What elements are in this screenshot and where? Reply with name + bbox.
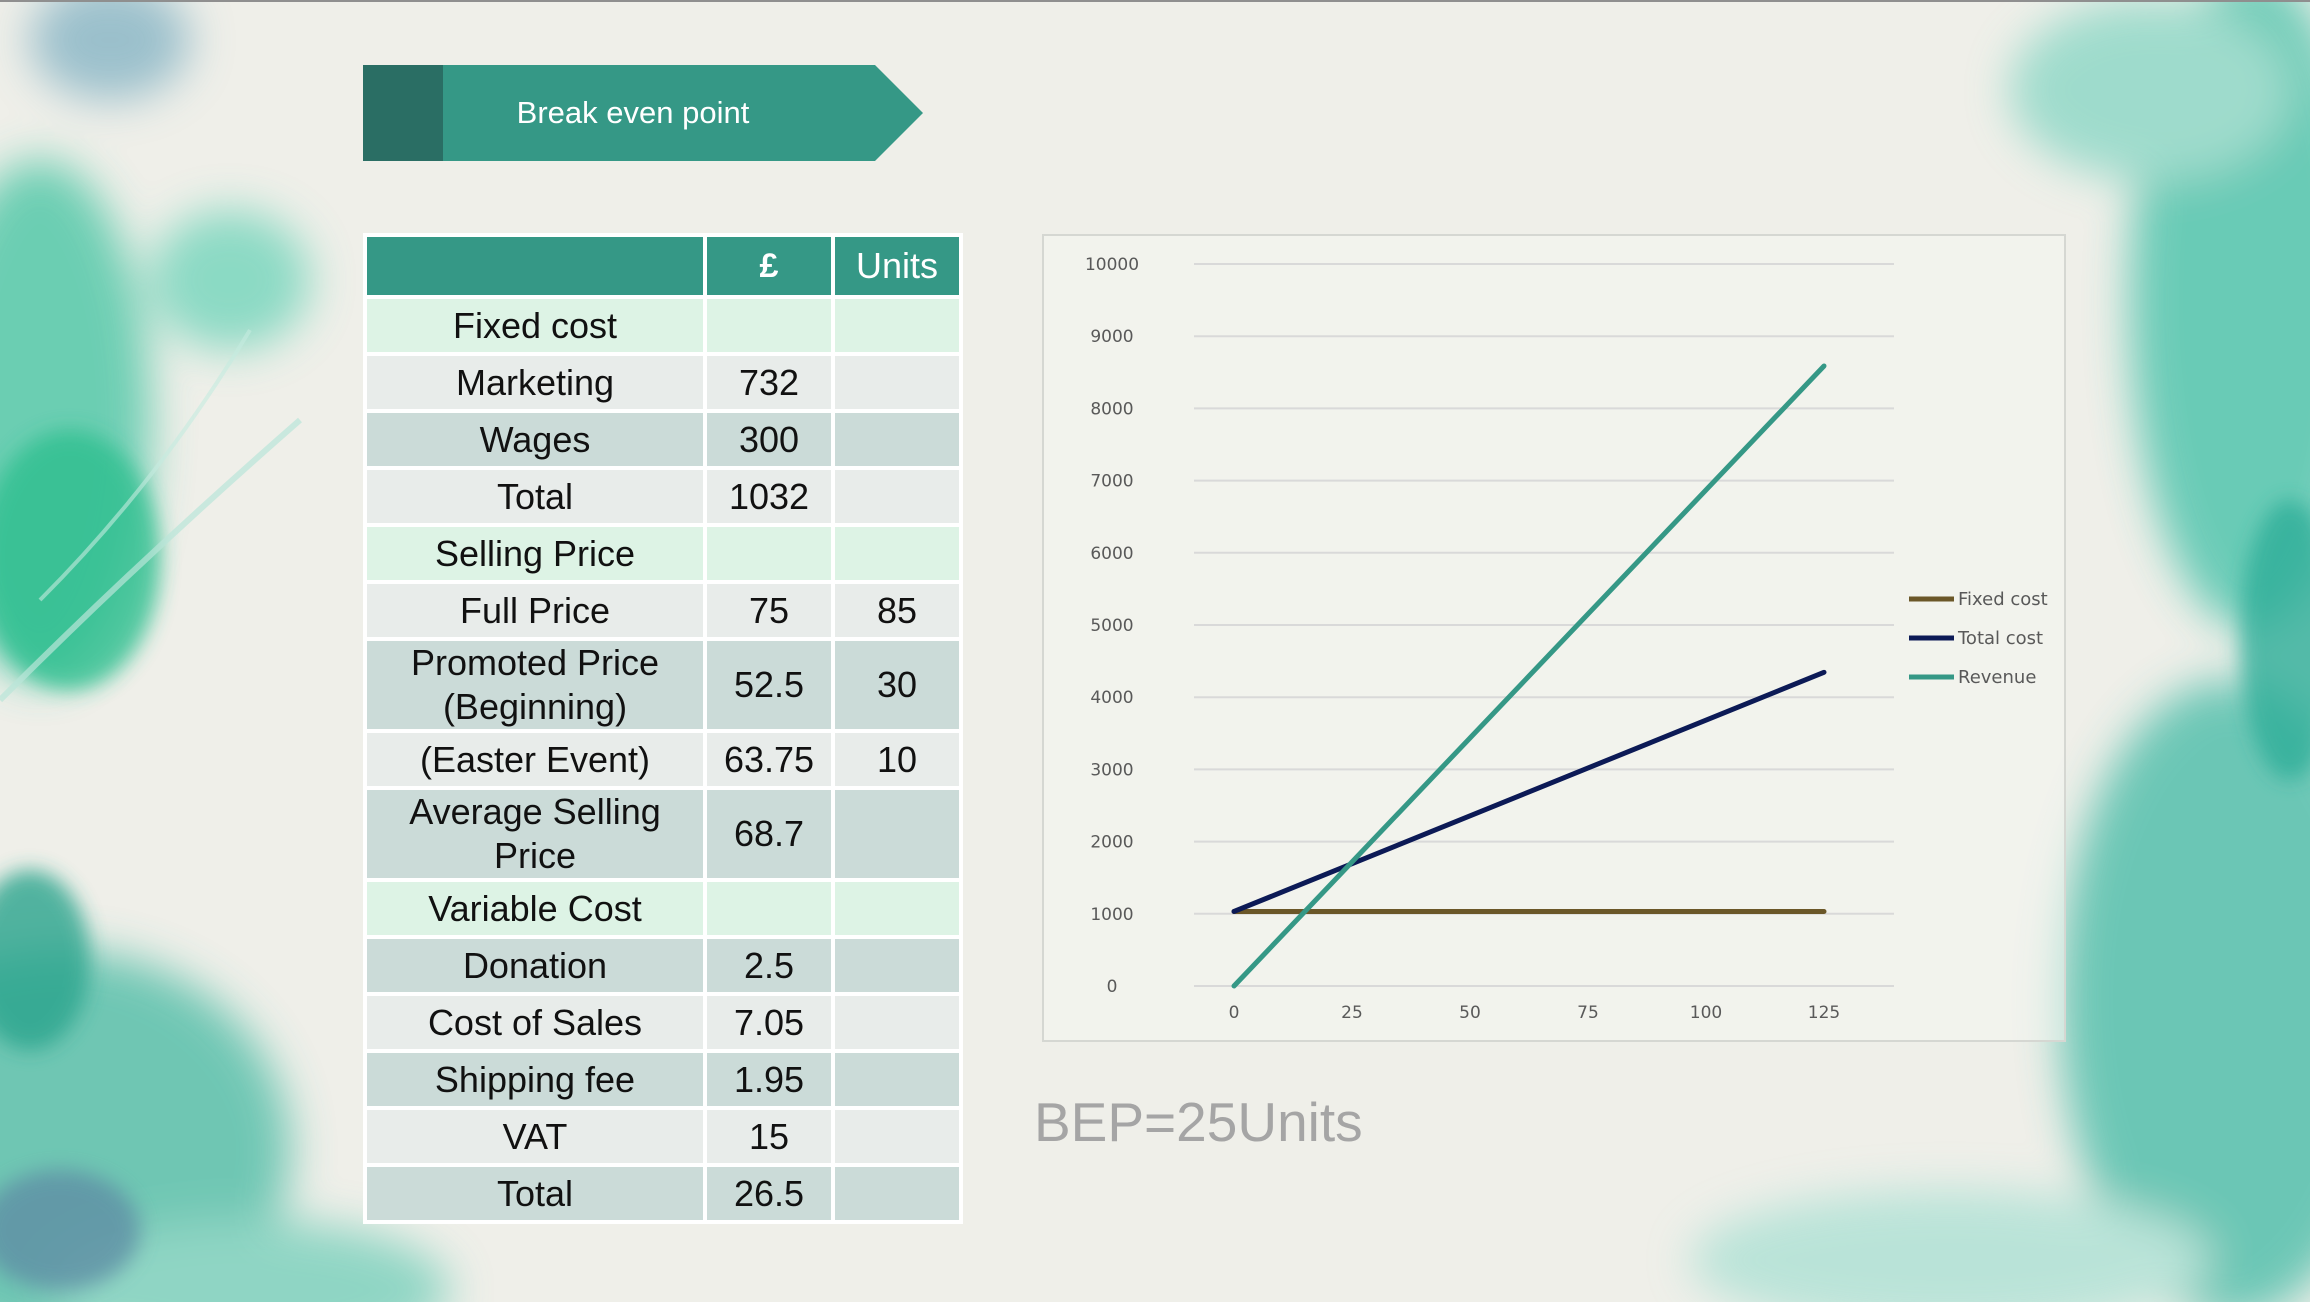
row-units-cell: [831, 523, 963, 584]
row-price-cell: 2.5: [703, 935, 835, 996]
row-units-cell: [831, 1049, 963, 1110]
row-price-cell: 300: [703, 409, 835, 470]
row-label-cell: Selling Price: [363, 523, 707, 584]
title-banner-arrow: [443, 65, 923, 161]
row-price-cell: 15: [703, 1106, 835, 1167]
table-row: Shipping fee 1.95: [363, 1049, 963, 1110]
table-row: (Easter Event) 63.75 10: [363, 729, 963, 790]
row-label-cell: Promoted Price (Beginning): [363, 637, 707, 733]
row-price-cell: 68.7: [703, 786, 835, 882]
row-price-cell: 1.95: [703, 1049, 835, 1110]
row-label-cell: Shipping fee: [363, 1049, 707, 1110]
x-tick-label: 25: [1341, 1003, 1363, 1023]
break-even-table: £ Units Fixed cost Marketing 732 Wages 300 To…: [363, 233, 963, 1224]
row-units-cell: [831, 786, 963, 882]
row-label-cell: Wages: [363, 409, 707, 470]
row-price-cell: [703, 878, 835, 939]
legend-entry: Fixed cost: [1958, 589, 2048, 610]
x-tick-label: 75: [1577, 1003, 1599, 1023]
page-title: Break even point: [516, 95, 750, 130]
row-price-cell: 26.5: [703, 1163, 835, 1224]
y-tick-label: 3000: [1090, 760, 1133, 780]
row-label-cell: Fixed cost: [363, 295, 707, 356]
row-units-cell: 30: [831, 637, 963, 733]
table-row: Donation 2.5: [363, 935, 963, 996]
row-units-cell: [831, 1106, 963, 1167]
table-row: Variable Cost: [363, 878, 963, 939]
row-label-cell: Cost of Sales: [363, 992, 707, 1053]
table-row: Total 26.5: [363, 1163, 963, 1224]
row-label-cell: Average Selling Price: [363, 786, 707, 882]
row-price-cell: 75: [703, 580, 835, 641]
table-header-row: £ Units: [363, 233, 963, 299]
table-row: Full Price 75 85: [363, 580, 963, 641]
table-row: Promoted Price (Beginning) 52.5 30: [363, 637, 963, 733]
row-price-cell: 63.75: [703, 729, 835, 790]
top-border-line: [0, 0, 2310, 2]
x-tick-label: 50: [1459, 1003, 1481, 1023]
table-row: Wages 300: [363, 409, 963, 470]
y-tick-label: 6000: [1090, 544, 1133, 564]
table-row: Marketing 732: [363, 352, 963, 413]
table-row: Cost of Sales 7.05: [363, 992, 963, 1053]
row-units-cell: [831, 466, 963, 527]
row-label-cell: Total: [363, 1163, 707, 1224]
header-label-cell: [363, 233, 707, 299]
y-tick-label: 1000: [1090, 905, 1133, 925]
x-tick-label: 100: [1690, 1003, 1722, 1023]
x-tick-label: 125: [1808, 1003, 1840, 1023]
legend-entry: Revenue: [1958, 667, 2036, 688]
title-banner: Break even point: [363, 65, 923, 161]
row-units-cell: 10: [831, 729, 963, 790]
y-tick-label: 5000: [1090, 616, 1133, 636]
header-price-cell: £: [703, 233, 835, 299]
chart-svg: 0100020003000400050006000700080009000100…: [1085, 255, 2048, 1023]
row-units-cell: [831, 935, 963, 996]
row-units-cell: [831, 409, 963, 470]
row-units-cell: [831, 878, 963, 939]
y-tick-label: 2000: [1090, 833, 1133, 853]
row-label-cell: Variable Cost: [363, 878, 707, 939]
table-row: Selling Price: [363, 523, 963, 584]
row-label-cell: Full Price: [363, 580, 707, 641]
row-units-cell: [831, 295, 963, 356]
row-label-cell: Donation: [363, 935, 707, 996]
row-price-cell: 1032: [703, 466, 835, 527]
row-units-cell: [831, 992, 963, 1053]
table-row: Average Selling Price 68.7: [363, 786, 963, 882]
row-label-cell: (Easter Event): [363, 729, 707, 790]
table-row: Total 1032: [363, 466, 963, 527]
x-tick-label: 0: [1229, 1003, 1240, 1023]
row-units-cell: 85: [831, 580, 963, 641]
row-units-cell: [831, 1163, 963, 1224]
header-units-cell: Units: [831, 233, 963, 299]
row-price-cell: 7.05: [703, 992, 835, 1053]
row-price-cell: [703, 523, 835, 584]
y-tick-label: 0: [1107, 977, 1118, 997]
table-row: Fixed cost: [363, 295, 963, 356]
row-label-cell: Marketing: [363, 352, 707, 413]
row-label-cell: Total: [363, 466, 707, 527]
break-even-chart: 0 1000 2000 3000 4000 5000 6000 7000 8000 9000 100…: [1042, 234, 2066, 1042]
y-tick-label: 4000: [1090, 688, 1133, 708]
row-price-cell: 52.5: [703, 637, 835, 733]
row-units-cell: [831, 352, 963, 413]
y-tick-label: 8000: [1090, 399, 1133, 419]
legend-entry: Total cost: [1957, 628, 2043, 649]
y-tick-label: 10000: [1085, 255, 1139, 275]
series-line: [1231, 363, 1827, 989]
row-label-cell: VAT: [363, 1106, 707, 1167]
row-price-cell: [703, 295, 835, 356]
table-row: VAT 15: [363, 1106, 963, 1167]
series-line: [1231, 669, 1827, 914]
y-tick-label: 9000: [1090, 327, 1133, 347]
title-banner-accent: [363, 65, 443, 161]
bep-result: BEP=25Units: [1034, 1091, 1363, 1153]
row-price-cell: 732: [703, 352, 835, 413]
y-tick-label: 7000: [1090, 472, 1133, 492]
